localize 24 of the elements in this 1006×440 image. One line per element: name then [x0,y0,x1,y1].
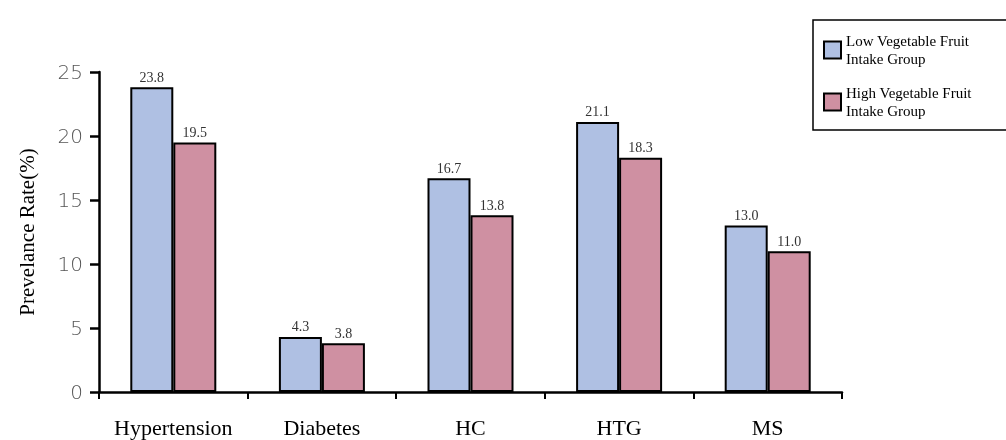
x-tick-label: Diabetes [283,414,361,440]
y-tick-label: 20 [57,124,83,148]
y-tick-label: 10 [57,252,83,276]
y-tick-label: 5 [70,316,83,340]
data-label: 23.8 [139,69,165,85]
x-tick-label: Hypertension [114,414,233,440]
data-label: 3.8 [334,325,353,341]
data-label: 13.0 [733,208,759,224]
data-label: 21.1 [585,104,610,120]
y-tick-label: 15 [57,188,83,212]
data-label: 4.3 [291,319,310,335]
data-label: 11.0 [777,233,802,249]
x-tick-label: HTG [596,414,642,440]
y-tick-label: 0 [70,380,83,404]
x-tick-label: MS [751,414,784,440]
data-label: 13.8 [479,197,505,213]
data-label: 18.3 [628,140,653,156]
x-tick-label: HC [455,414,486,440]
legend-label: High Vegetable Fruit Intake Group [846,85,976,119]
y-tick-label: 25 [57,60,83,84]
y-axis-title: Prevelance Rate(%) [14,148,39,316]
data-label: 16.7 [436,160,462,176]
legend-label: Low Vegetable Fruit Intake Group [846,33,973,67]
data-label: 19.5 [182,124,208,140]
